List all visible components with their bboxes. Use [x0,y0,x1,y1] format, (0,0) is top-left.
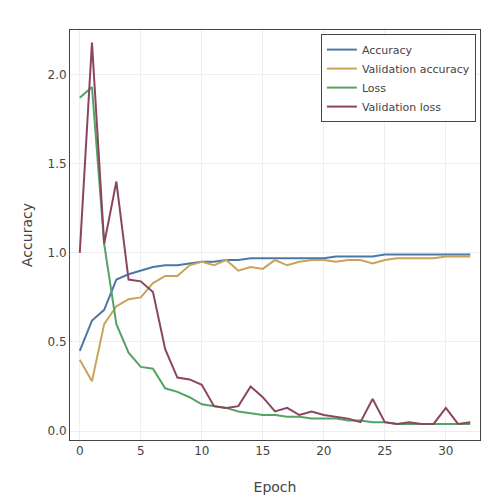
svg-text:10: 10 [194,444,209,458]
svg-text:15: 15 [255,444,270,458]
svg-text:2.0: 2.0 [48,68,67,82]
svg-text:5: 5 [137,444,145,458]
svg-text:25: 25 [377,444,392,458]
svg-text:Accuracy: Accuracy [362,44,413,57]
svg-text:1.0: 1.0 [48,246,67,260]
svg-text:Validation loss: Validation loss [362,101,441,114]
svg-text:Accuracy: Accuracy [19,203,35,267]
svg-text:Validation accuracy: Validation accuracy [362,63,470,76]
svg-text:0.0: 0.0 [48,424,67,438]
svg-text:30: 30 [438,444,453,458]
svg-text:0: 0 [76,444,84,458]
svg-text:20: 20 [316,444,331,458]
svg-text:1.5: 1.5 [48,157,67,171]
svg-text:0.5: 0.5 [48,335,67,349]
svg-text:Epoch: Epoch [254,479,297,495]
svg-text:Loss: Loss [362,82,386,95]
